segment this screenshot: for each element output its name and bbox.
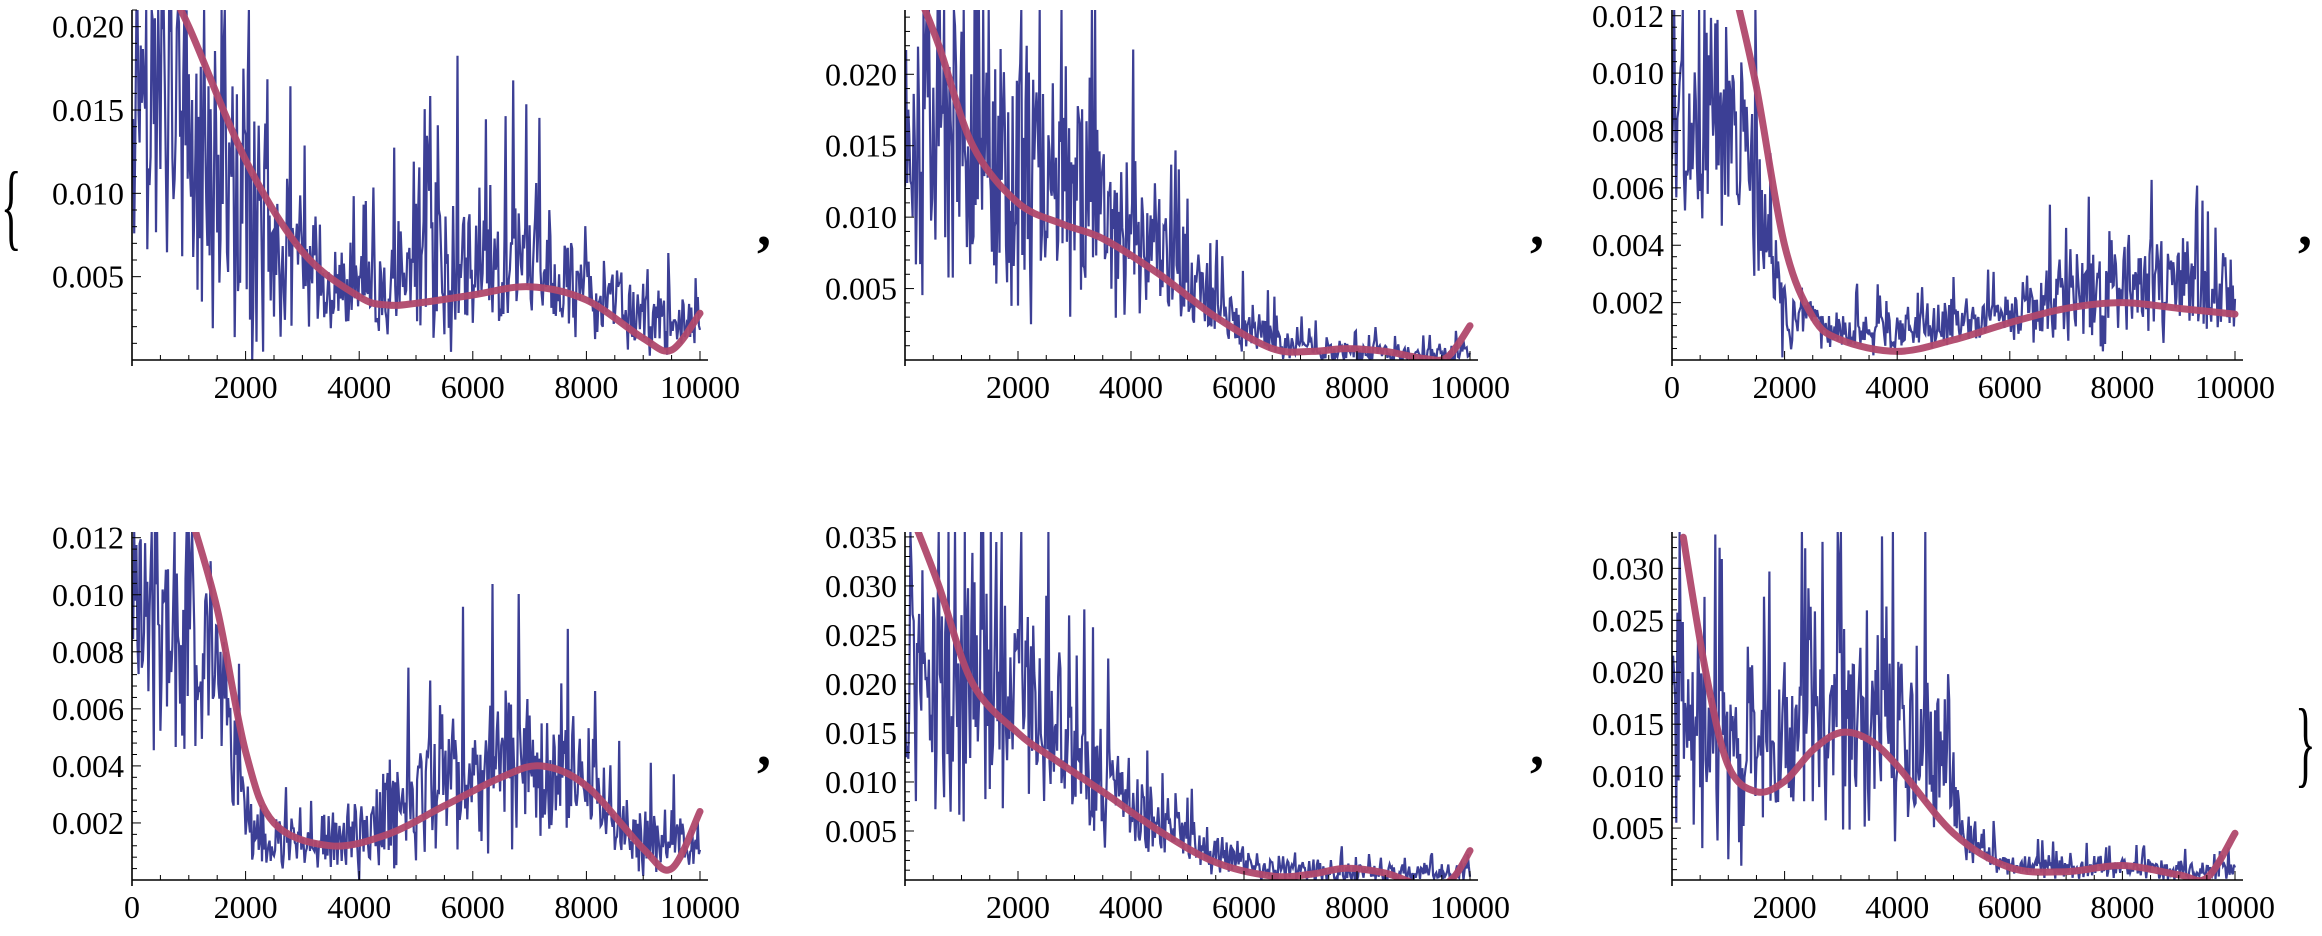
x-tick-label: 4000	[1099, 889, 1163, 925]
x-tick-label: 4000	[1099, 369, 1163, 405]
series-noisy-trace	[905, 10, 1472, 360]
y-tick-label: 0.002	[52, 805, 124, 841]
y-tick-label: 0.015	[52, 92, 124, 128]
x-tick-label: 6000	[1212, 889, 1276, 925]
y-tick-label: 0.012	[1592, 0, 1664, 34]
y-tick-label: 0.005	[825, 813, 897, 849]
list-separator-2: ,	[1530, 196, 1544, 258]
y-tick-label: 0.020	[1592, 654, 1664, 690]
chart-panel-1: 2000 4000 6000 8000 10000 0.005 0.010 0.015 0.02…	[52, 9, 740, 405]
y-tick-label: 0.005	[52, 259, 124, 295]
series-noisy-trace	[1672, 532, 2237, 880]
y-tick-label: 0.006	[52, 691, 124, 727]
series-noisy-trace	[905, 532, 1472, 880]
x-tick-label: 6000	[1978, 889, 2042, 925]
list-open-brace: {	[1, 154, 22, 260]
y-tick-label: 0.010	[825, 764, 897, 800]
x-tick-label: 8000	[554, 369, 618, 405]
x-tick-label: 0	[1664, 369, 1680, 405]
y-tick-label: 0.002	[1592, 285, 1664, 321]
x-tick-label: 10000	[660, 369, 740, 405]
x-tick-label: 2000	[1753, 889, 1817, 925]
y-tick-label: 0.015	[825, 715, 897, 751]
x-tick-label: 6000	[441, 369, 505, 405]
y-tick-label: 0.020	[825, 56, 897, 92]
x-tick-label: 6000	[1978, 369, 2042, 405]
x-tick-label: 2000	[986, 889, 1050, 925]
x-tick-label: 2000	[1753, 369, 1817, 405]
y-tick-label: 0.010	[1592, 758, 1664, 794]
series-fit-curve	[177, 10, 704, 355]
y-tick-label: 0.008	[1592, 112, 1664, 148]
series-fit-curve	[192, 532, 704, 874]
x-tick-label: 8000	[554, 889, 618, 925]
list-close-brace: }	[2295, 691, 2316, 797]
series-fit-curve	[914, 532, 1474, 880]
y-tick-label: 0.030	[825, 568, 897, 604]
x-tick-label: 8000	[2090, 889, 2154, 925]
x-tick-label: 8000	[2090, 369, 2154, 405]
series-fit-curve	[921, 10, 1474, 360]
x-tick-label: 4000	[1865, 889, 1929, 925]
y-tick-label: 0.006	[1592, 170, 1664, 206]
x-tick-label: 2000	[214, 369, 278, 405]
x-tick-label: 4000	[1865, 369, 1929, 405]
x-tick-label: 0	[124, 889, 140, 925]
y-tick-label: 0.005	[825, 271, 897, 307]
y-tick-label: 0.012	[52, 520, 124, 556]
series-noisy-trace	[132, 10, 702, 360]
list-separator-5: ,	[1530, 716, 1544, 778]
y-tick-label: 0.005	[1592, 810, 1664, 846]
y-tick-label: 0.004	[52, 748, 124, 784]
y-tick-label: 0.010	[825, 199, 897, 235]
chart-panel-3: 0 2000 4000 6000 8000 10000 0.002 0.004 0.006 0.0…	[1592, 0, 2275, 405]
x-tick-label: 4000	[327, 889, 391, 925]
list-separator-3: ,	[2298, 196, 2312, 258]
chart-panel-2: 2000 4000 6000 8000 10000 0.005 0.010 0.015 0.02…	[825, 10, 1510, 405]
x-tick-label: 10000	[1430, 369, 1510, 405]
y-tick-label: 0.025	[825, 617, 897, 653]
chart-panel-4: 0 2000 4000 6000 8000 10000 0.002 0.004 0.006 0.0…	[52, 520, 740, 925]
x-tick-label: 8000	[1325, 369, 1389, 405]
y-tick-label: 0.020	[52, 9, 124, 45]
x-tick-label: 2000	[986, 369, 1050, 405]
chart-panel-5: 2000 4000 6000 8000 10000 0.005 0.010 0.015 0.02…	[825, 519, 1510, 925]
series-fit-curve	[1679, 533, 2239, 880]
y-tick-label: 0.015	[1592, 706, 1664, 742]
y-tick-label: 0.025	[1592, 602, 1664, 638]
y-tick-label: 0.030	[1592, 550, 1664, 586]
x-tick-label: 10000	[2195, 369, 2275, 405]
x-tick-label: 10000	[2195, 889, 2275, 925]
list-separator-1: ,	[757, 196, 771, 258]
y-tick-label: 0.004	[1592, 227, 1664, 263]
y-tick-label: 0.020	[825, 666, 897, 702]
chart-panel-6: 2000 4000 6000 8000 10000 0.005 0.010 0.015 0.02…	[1592, 532, 2275, 925]
y-tick-label: 0.010	[52, 577, 124, 613]
series-noisy-trace	[132, 532, 702, 880]
x-tick-label: 10000	[660, 889, 740, 925]
list-separator-4: ,	[757, 716, 771, 778]
series-noisy-trace	[1672, 10, 2237, 358]
x-tick-label: 10000	[1430, 889, 1510, 925]
y-tick-label: 0.010	[1592, 55, 1664, 91]
y-tick-label: 0.035	[825, 519, 897, 555]
x-tick-label: 8000	[1325, 889, 1389, 925]
y-tick-label: 0.010	[52, 175, 124, 211]
x-tick-label: 4000	[327, 369, 391, 405]
x-tick-label: 2000	[214, 889, 278, 925]
x-tick-label: 6000	[1212, 369, 1276, 405]
y-tick-label: 0.008	[52, 634, 124, 670]
x-tick-label: 6000	[441, 889, 505, 925]
y-tick-label: 0.015	[825, 128, 897, 164]
